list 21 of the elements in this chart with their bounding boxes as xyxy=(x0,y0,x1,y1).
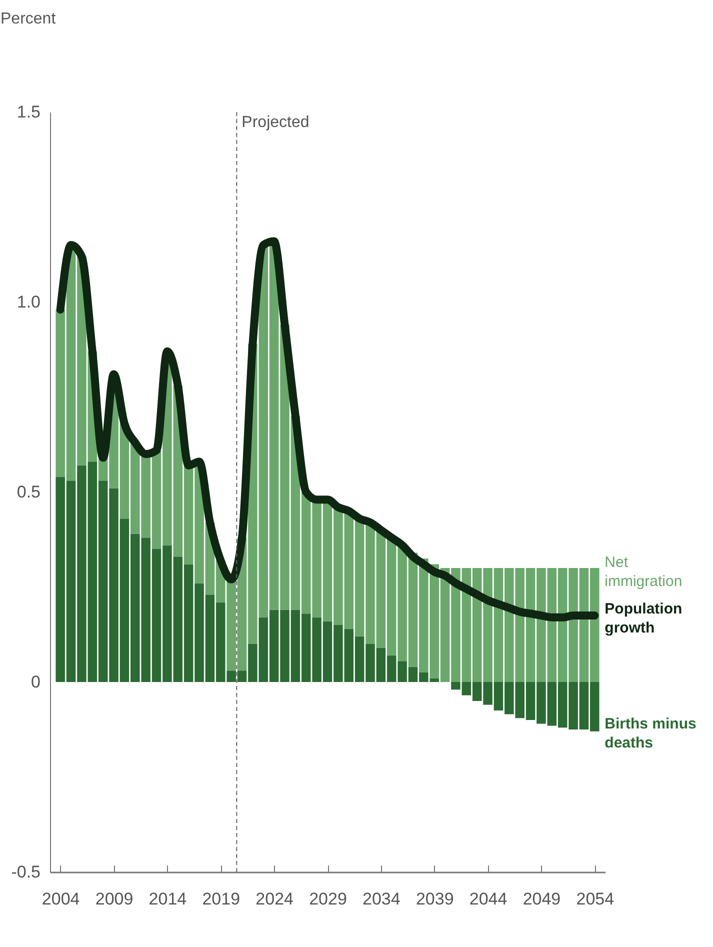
series-label: Net immigration xyxy=(604,554,682,590)
x-tick-label: 2044 xyxy=(469,890,508,908)
ref-line-label: Projected xyxy=(242,114,310,131)
x-tick-label: 2039 xyxy=(416,890,454,908)
series-label: Population growth xyxy=(604,600,682,636)
y-tick-label: 0 xyxy=(31,672,40,692)
y-tick-label: 1.5 xyxy=(16,102,40,122)
x-tick-label: 2054 xyxy=(576,890,614,908)
x-tick-label: 2024 xyxy=(256,890,294,908)
y-tick-label: -0.5 xyxy=(11,862,40,882)
x-tick-label: 2029 xyxy=(309,890,347,908)
series-label: Births minus deaths xyxy=(604,715,696,752)
x-tick-label: 2034 xyxy=(362,890,400,908)
x-tick-label: 2019 xyxy=(202,890,240,908)
x-tick-label: 2004 xyxy=(42,890,80,908)
x-tick-label: 2014 xyxy=(148,890,187,908)
y-axis-title: Percent xyxy=(0,10,56,28)
y-tick-label: 0.5 xyxy=(16,482,40,502)
x-tick-label: 2009 xyxy=(95,890,134,908)
x-tick-label: 2049 xyxy=(522,890,561,908)
y-tick-label: 1.0 xyxy=(16,292,40,312)
